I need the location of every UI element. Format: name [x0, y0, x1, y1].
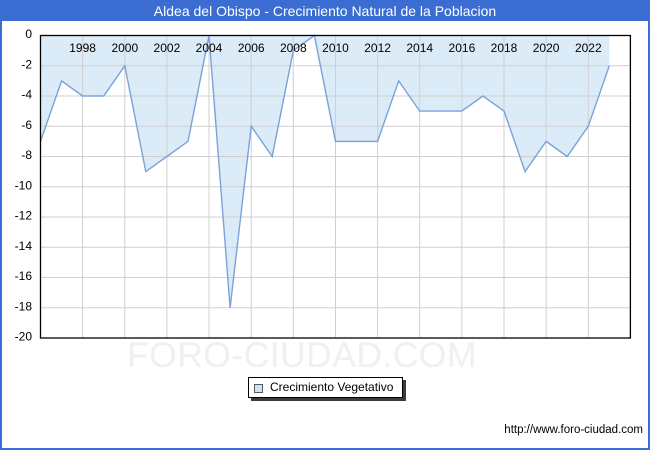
svg-text:-8: -8 [21, 148, 32, 162]
svg-text:-18: -18 [15, 300, 33, 314]
svg-text:2010: 2010 [322, 41, 349, 55]
svg-text:-16: -16 [15, 269, 33, 283]
svg-text:-10: -10 [15, 179, 33, 193]
svg-text:2008: 2008 [280, 41, 307, 55]
svg-text:-14: -14 [15, 239, 33, 253]
svg-text:2022: 2022 [575, 41, 602, 55]
svg-text:-4: -4 [21, 88, 32, 102]
svg-text:2000: 2000 [111, 41, 138, 55]
svg-text:-6: -6 [21, 118, 32, 132]
svg-text:0: 0 [25, 27, 32, 41]
svg-text:2014: 2014 [406, 41, 433, 55]
svg-text:2020: 2020 [533, 41, 560, 55]
svg-text:2006: 2006 [238, 41, 265, 55]
svg-text:-2: -2 [21, 58, 32, 72]
svg-text:2012: 2012 [364, 41, 391, 55]
svg-text:-20: -20 [15, 330, 33, 344]
svg-text:2004: 2004 [196, 41, 223, 55]
svg-text:-12: -12 [15, 209, 33, 223]
svg-text:2018: 2018 [491, 41, 518, 55]
svg-text:2002: 2002 [154, 41, 181, 55]
svg-text:2016: 2016 [449, 41, 476, 55]
svg-text:1998: 1998 [69, 41, 96, 55]
